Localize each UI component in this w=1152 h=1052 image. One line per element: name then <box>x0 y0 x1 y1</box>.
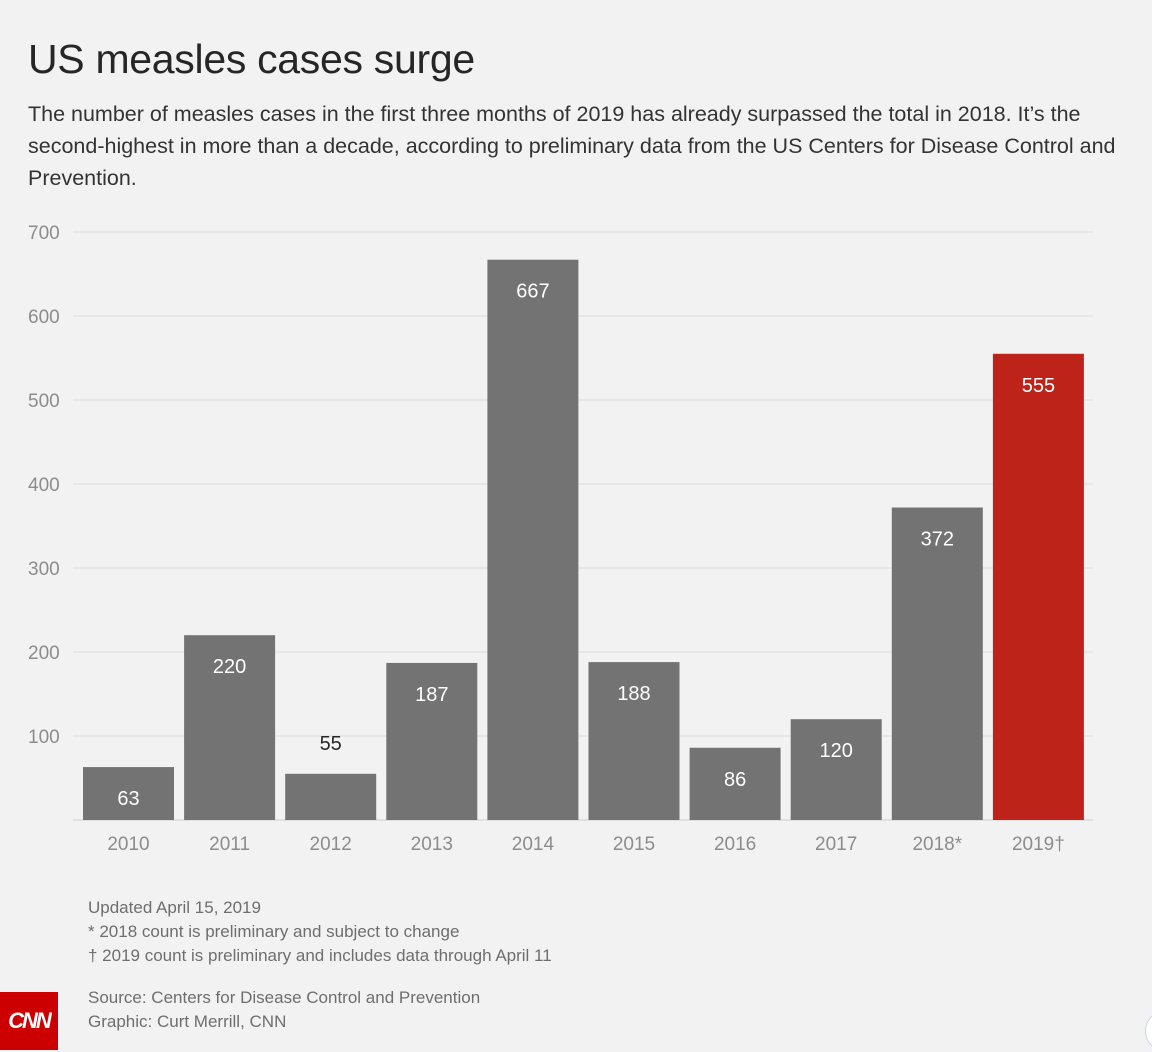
x-tick-label: 2016 <box>714 834 756 855</box>
footnote-2018: * 2018 count is preliminary and subject … <box>88 922 460 941</box>
chart-subtitle: The number of measles cases in the first… <box>28 102 1116 190</box>
bar <box>386 662 478 820</box>
bar <box>992 353 1084 820</box>
bar <box>891 507 983 820</box>
cnn-logo-text: CNN <box>8 1008 52 1033</box>
updated-note: Updated April 15, 2019 <box>88 898 261 917</box>
y-tick-label: 100 <box>28 727 60 748</box>
cnn-logo-icon: CNN <box>0 992 58 1050</box>
y-tick-label: 500 <box>28 391 60 412</box>
data-label: 187 <box>415 684 448 706</box>
y-tick-label: 400 <box>28 475 60 496</box>
chart-credits: Source: Centers for Disease Control and … <box>88 986 480 1034</box>
data-label: 188 <box>617 683 650 705</box>
x-tick-label: 2010 <box>107 834 149 855</box>
data-label: 372 <box>921 529 954 551</box>
x-tick-label: 2019† <box>1012 834 1065 855</box>
bar <box>184 635 276 820</box>
footnote-2019: † 2019 count is preliminary and includes… <box>88 946 552 965</box>
bar-chart: 100 200 300 400 500 600 700 63 2010 220 2011 55 2012… <box>28 223 1093 855</box>
data-label: 55 <box>320 733 342 755</box>
bar <box>285 773 377 820</box>
x-tick-label: 2015 <box>613 834 655 855</box>
y-tick-label: 200 <box>28 643 60 664</box>
bar <box>487 259 579 821</box>
data-label: 63 <box>117 788 139 810</box>
x-tick-label: 2017 <box>815 834 857 855</box>
data-label: 555 <box>1022 375 1055 397</box>
source-credit: Source: Centers for Disease Control and … <box>88 988 481 1007</box>
feedback-button[interactable] <box>1145 1010 1152 1052</box>
bar <box>689 747 781 820</box>
x-tick-label: 2013 <box>411 834 453 855</box>
chart-notes: Updated April 15, 2019 * 2018 count is p… <box>88 896 552 968</box>
graphic-credit: Graphic: Curt Merrill, CNN <box>88 1012 287 1031</box>
data-label: 86 <box>724 769 746 791</box>
x-tick-label: 2018* <box>912 834 962 855</box>
x-tick-label: 2014 <box>512 834 555 855</box>
bar <box>588 662 680 820</box>
bar <box>83 767 174 820</box>
chart-title: US measles cases surge <box>28 36 475 82</box>
y-tick-label: 700 <box>28 223 60 244</box>
bar <box>790 719 882 820</box>
y-tick-label: 600 <box>28 307 60 328</box>
data-label: 667 <box>516 281 549 303</box>
data-label: 120 <box>820 740 853 762</box>
x-tick-label: 2012 <box>310 834 352 855</box>
x-tick-label: 2011 <box>209 834 250 855</box>
data-label: 220 <box>213 656 246 678</box>
y-tick-label: 300 <box>28 559 60 580</box>
